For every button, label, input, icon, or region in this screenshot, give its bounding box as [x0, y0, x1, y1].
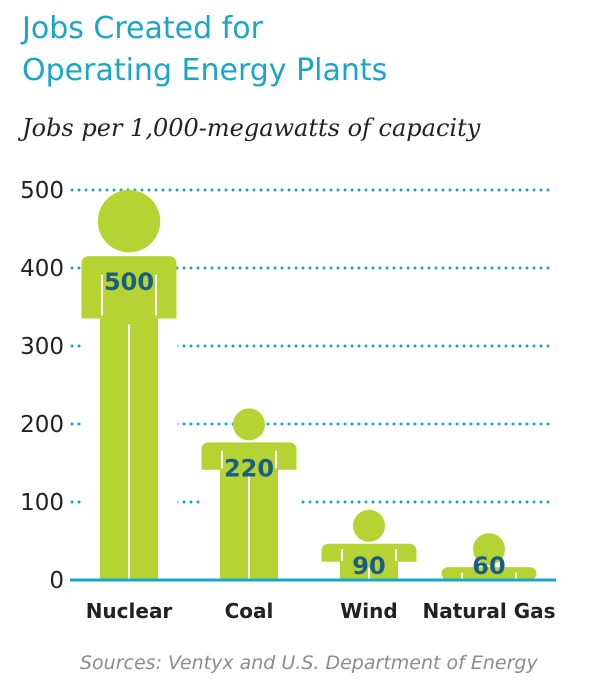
y-tick-label: 100 [20, 490, 64, 516]
figure-torso [441, 567, 537, 580]
figure-leg-gap [200, 469, 220, 580]
figure-leg-gap [398, 561, 418, 580]
x-tick-label: Wind [340, 599, 397, 623]
chart-title-line-1: Jobs Created for [22, 11, 263, 46]
figure-leg-gap [80, 318, 100, 580]
bar-figure [441, 533, 537, 585]
source-note: Sources: Ventyx and U.S. Department of E… [80, 652, 538, 674]
figure-head [473, 533, 505, 566]
chart-title: Jobs Created for Operating Energy Plants [22, 8, 582, 92]
data-label: 500 [104, 268, 154, 296]
chart-title-line-2: Operating Energy Plants [22, 53, 388, 88]
y-tick-label: 300 [20, 334, 64, 360]
chart-subtitle: Jobs per 1,000-megawatts of capacity [22, 114, 481, 142]
y-tick-label: 400 [20, 256, 64, 282]
figure-head [97, 190, 161, 253]
figure-torso [321, 543, 417, 580]
bar-figure [80, 190, 178, 580]
y-tick-label: 0 [49, 568, 64, 594]
data-label: 90 [352, 552, 385, 580]
figure-head [353, 509, 385, 542]
x-tick-label: Nuclear [86, 599, 173, 623]
x-tick-label: Coal [225, 599, 274, 623]
bar-figure [320, 509, 418, 580]
y-tick-label: 500 [20, 178, 64, 204]
bar-figure [200, 408, 298, 580]
x-tick-label: Natural Gas [422, 599, 555, 623]
figure-leg-gap [158, 318, 178, 580]
y-tick-label: 200 [20, 412, 64, 438]
data-label: 220 [224, 454, 274, 482]
figure-leg-gap [278, 469, 298, 580]
data-label: 60 [472, 552, 505, 580]
figure-leg-gap [320, 561, 340, 580]
figure-head [233, 408, 265, 441]
